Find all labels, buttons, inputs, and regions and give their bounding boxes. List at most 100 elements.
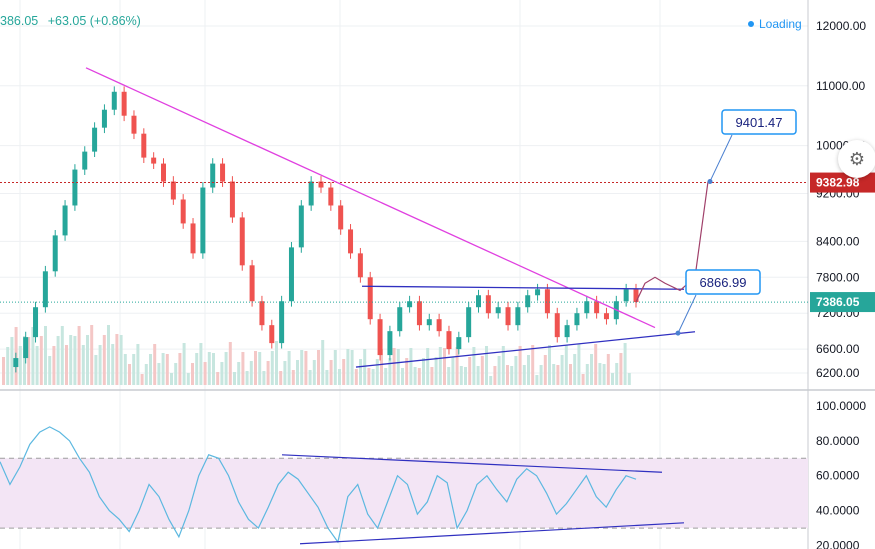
volume-bar [535,375,539,385]
volume-bar [300,350,304,385]
volume-bar [249,361,253,385]
gear-icon[interactable]: ⚙ [838,140,875,178]
rsi-series [0,426,685,545]
volume-bar [480,356,484,385]
candle-body [210,163,216,188]
volume-bar [132,354,136,385]
volume-bar [401,368,404,385]
callout-leader [709,134,733,182]
candle-body [72,169,78,206]
callout-6866[interactable]: 6866.99 [675,269,761,336]
volume-bar [304,351,308,385]
candle-body [338,205,344,230]
volume-bar [611,373,614,385]
volume-bar [539,365,543,385]
rsi-tick-label: 40.0000 [816,504,860,518]
loading-indicator: Loading [748,17,802,31]
volume-bar [476,366,480,385]
volume-bar [455,347,459,385]
volume-bar [560,355,564,385]
volume-bar [556,365,560,385]
rsi-lower-trendline[interactable] [299,522,685,545]
candle-body [485,295,491,314]
volume-bar [438,347,442,385]
volume-bar [149,354,152,385]
volume-bar [497,356,501,385]
volume-bar [426,348,430,385]
candle-body [141,133,147,158]
candle-body [426,319,432,326]
candle-body [515,307,521,326]
volume-bar [275,341,278,385]
candle-body [151,157,157,164]
volume-bar [270,351,274,385]
volume-bar [31,327,35,385]
volume-bar [359,359,362,385]
volume-bar [144,364,148,385]
volume-bar [422,358,425,385]
price-tick-label: 8400.00 [816,234,860,248]
candle-body [82,151,88,170]
candle-body [407,301,413,308]
descending-trendline[interactable] [85,67,656,329]
volume-bar [35,346,39,385]
volume-bar [615,363,619,385]
candle-body [239,217,245,266]
candle-body [554,313,560,338]
volume-bar [606,354,610,385]
volume-bar [338,369,341,385]
volume-bar [98,345,102,385]
volume-bar [56,336,60,385]
rsi-upper-trendline[interactable] [281,454,663,473]
price-tick-label: 12000.00 [816,19,866,33]
rsi-band-fill [0,458,808,529]
candle-body [220,163,226,182]
volume-bar [233,372,236,385]
trend-drawings[interactable]: 9401.47 6866.99 [0,67,808,368]
triangle-upper-line[interactable] [361,285,685,290]
volume-bar [65,345,68,385]
volume-bar [388,358,392,385]
volume-bar [216,372,220,385]
volume-bar [375,359,379,385]
volume-bar [451,357,455,385]
volume-bar [350,350,354,385]
volume-bar [115,334,119,385]
volume-bar [581,374,585,385]
volume-bar [60,326,64,385]
callout-9401[interactable]: 9401.47 [707,109,797,184]
price-header: 386.05 +63.05 (+0.86%) [0,14,141,28]
volume-bar [296,360,299,385]
volume-bar [224,352,228,385]
candle-body [279,301,285,344]
volume-bar [531,345,535,385]
volume-bar [254,351,257,385]
volume-bar [81,345,85,385]
volume-bar [590,354,593,385]
volume-bar [107,325,110,385]
volume-bar [220,362,224,385]
price-tick-label: 7800.00 [816,270,860,284]
volume-bar [90,325,94,385]
volume-bar [157,363,161,385]
rsi-tick-label: 60.0000 [816,469,860,483]
volume-bar [489,376,493,385]
candle-body [623,289,629,302]
volume-bar [321,340,325,385]
candle-body [229,181,235,218]
volume-bar [325,370,329,385]
price-axis[interactable]: 12000.0011000.0010000.009200.008400.0078… [816,19,866,549]
volume-bar [464,367,467,385]
rsi-tick-label: 20.0000 [816,539,860,549]
candle-body [476,295,481,308]
volume-bar [564,345,568,385]
volume-bar [39,336,43,385]
volume-bar [405,358,409,385]
candle-body [594,301,600,314]
volume-bar [23,336,26,385]
triangle-lower-line[interactable] [355,331,696,368]
volume-bar [623,343,627,385]
candle-body [200,187,206,254]
volume-bar [527,355,530,385]
